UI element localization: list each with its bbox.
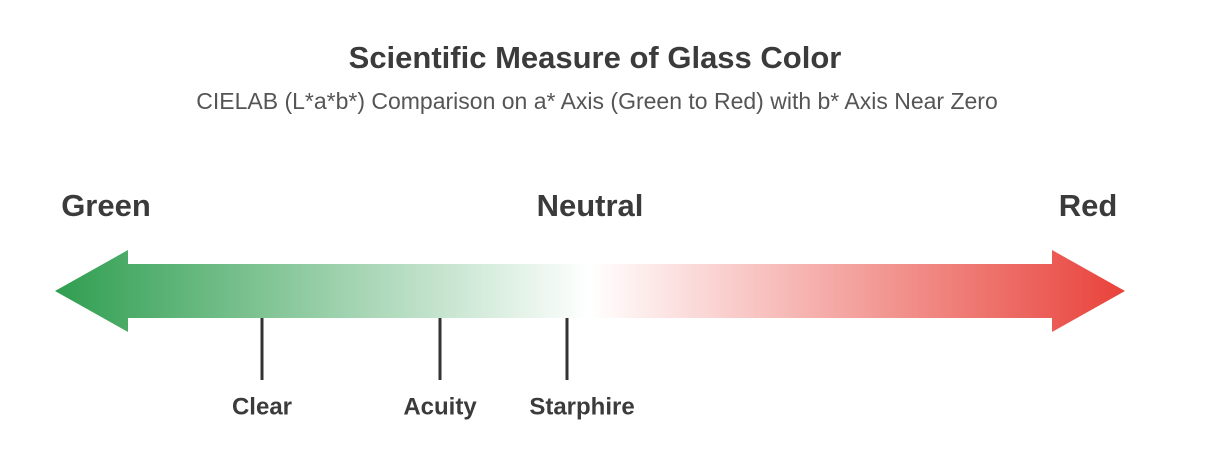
marker-label: Starphire bbox=[529, 393, 634, 420]
color-axis-arrow bbox=[55, 250, 1125, 332]
marker-label: Acuity bbox=[403, 393, 477, 420]
subtitle: CIELAB (L*a*b*) Comparison on a* Axis (G… bbox=[196, 88, 998, 114]
axis-label: Neutral bbox=[537, 188, 644, 223]
axis-label: Green bbox=[61, 188, 151, 223]
axis-label: Red bbox=[1059, 188, 1118, 223]
title: Scientific Measure of Glass Color bbox=[349, 40, 842, 75]
marker-label: Clear bbox=[232, 393, 292, 420]
